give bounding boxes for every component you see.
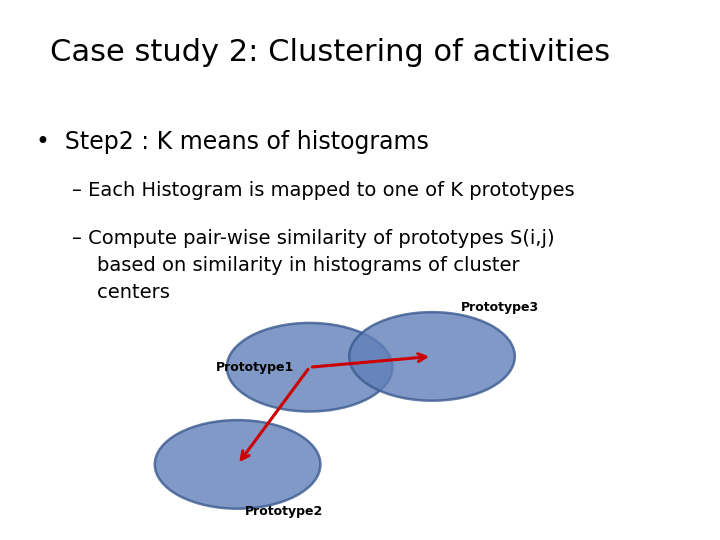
Text: Case study 2: Clustering of activities: Case study 2: Clustering of activities <box>50 38 611 67</box>
Text: – Each Histogram is mapped to one of K prototypes: – Each Histogram is mapped to one of K p… <box>72 181 575 200</box>
Ellipse shape <box>349 312 515 401</box>
Text: – Compute pair-wise similarity of prototypes S(i,j)
    based on similarity in h: – Compute pair-wise similarity of protot… <box>72 230 554 301</box>
Text: Prototype2: Prototype2 <box>245 505 323 518</box>
Ellipse shape <box>227 323 392 411</box>
Text: •  Step2 : K means of histograms: • Step2 : K means of histograms <box>36 130 429 153</box>
Text: Prototype1: Prototype1 <box>216 361 294 374</box>
Text: Prototype3: Prototype3 <box>461 301 539 314</box>
Ellipse shape <box>155 420 320 509</box>
